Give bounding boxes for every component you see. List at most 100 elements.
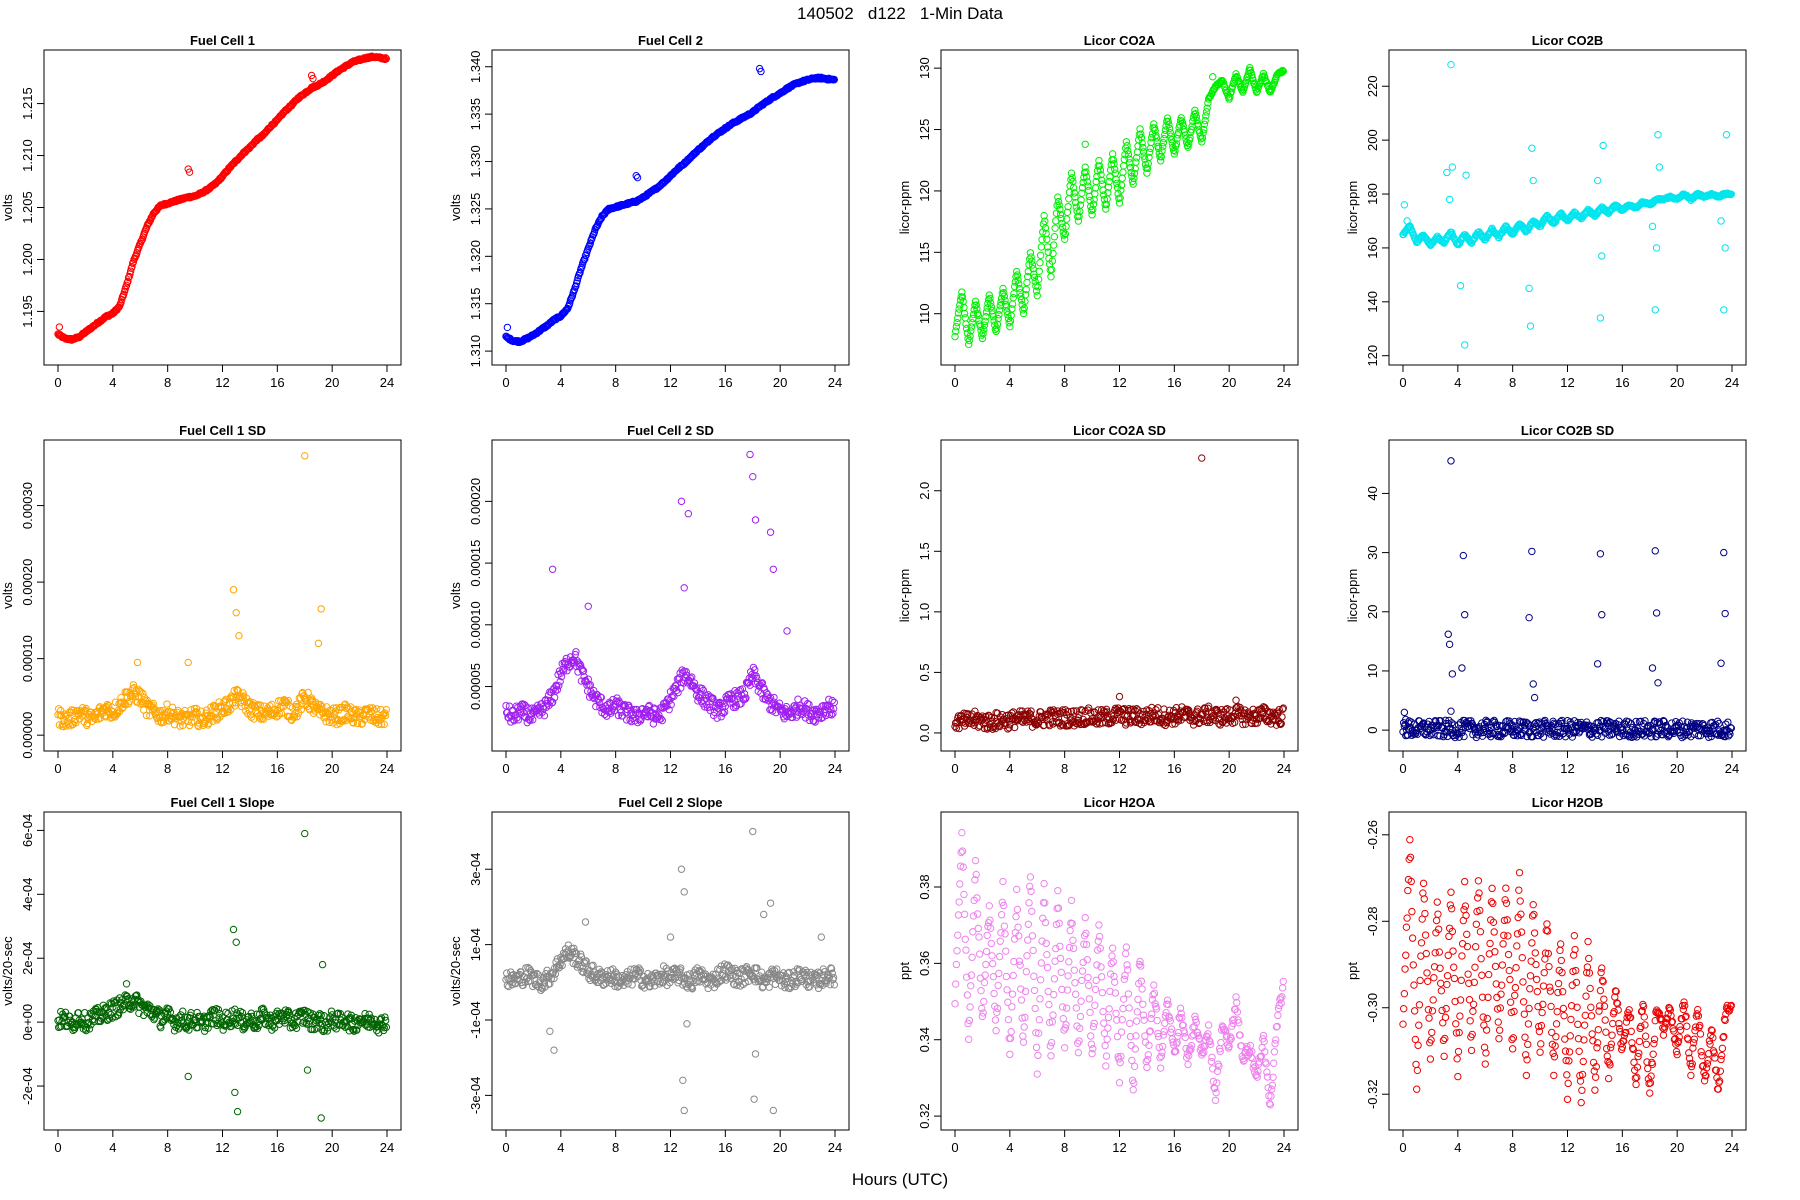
- data-point: [526, 716, 534, 725]
- data-point: [1120, 705, 1128, 713]
- data-point: [1132, 154, 1141, 162]
- data-point: [971, 297, 980, 305]
- x-tick-label: 0: [1399, 375, 1406, 390]
- data-point: [1092, 177, 1100, 186]
- y-tick-label: 30: [1365, 545, 1380, 559]
- data-point: [663, 702, 671, 710]
- data-point: [1047, 273, 1055, 281]
- x-tick-label: 20: [325, 375, 339, 390]
- data-point: [120, 290, 128, 299]
- data-series: [502, 450, 839, 728]
- x-tick-label: 8: [612, 375, 619, 390]
- data-point: [1202, 108, 1211, 116]
- data-point: [581, 255, 589, 263]
- data-point: [1468, 719, 1476, 728]
- data-point: [377, 720, 386, 729]
- data-point: [1082, 173, 1091, 181]
- outlier-point: [1648, 664, 1657, 672]
- data-series: [951, 454, 1288, 733]
- x-tick-label: 16: [270, 761, 284, 776]
- data-point: [672, 686, 681, 695]
- data-point: [120, 699, 129, 708]
- data-point: [366, 704, 374, 712]
- plot-title: Fuel Cell 1: [190, 33, 255, 48]
- x-tick-label: 0: [54, 375, 61, 390]
- x-tick-label: 16: [1615, 375, 1629, 390]
- data-point: [1278, 66, 1287, 75]
- data-point: [1038, 235, 1046, 244]
- y-tick-label: 0.00000: [20, 712, 35, 759]
- data-point: [117, 298, 125, 307]
- data-point: [993, 324, 1001, 332]
- outlier-point: [1460, 341, 1469, 349]
- outlier-point: [584, 602, 592, 611]
- outlier-point: [318, 960, 327, 969]
- x-tick-label: 4: [109, 761, 116, 776]
- data-point: [803, 699, 812, 708]
- y-tick-label: 6e-04: [20, 814, 35, 847]
- data-point: [1233, 72, 1241, 81]
- data-point: [582, 251, 590, 259]
- y-axis-label: volts: [448, 194, 463, 221]
- data-point: [986, 299, 995, 307]
- data-point: [1047, 265, 1056, 274]
- data-point: [1013, 271, 1022, 279]
- data-point: [1126, 719, 1135, 727]
- data-point: [1253, 719, 1261, 727]
- data-point: [1129, 180, 1137, 188]
- data-point: [1228, 82, 1237, 90]
- x-tick-label: 8: [1061, 375, 1068, 390]
- data-point: [1189, 721, 1198, 729]
- data-point: [580, 672, 588, 681]
- y-tick-label: 125: [917, 119, 932, 141]
- data-point: [961, 314, 969, 322]
- outlier-point: [1445, 195, 1454, 204]
- outlier-point: [1530, 693, 1539, 702]
- panel-fuel-cell-2: Fuel Cell 20 4 8 12 16 20 241.3101.3151.3201.3…: [448, 33, 850, 390]
- data-point: [586, 239, 595, 248]
- x-tick-label: 4: [109, 375, 116, 390]
- outlier-point: [314, 639, 323, 648]
- x-tick-label: 20: [1222, 761, 1236, 776]
- outlier-point: [122, 980, 131, 988]
- y-axis-label: volts: [448, 582, 463, 609]
- data-point: [740, 690, 749, 698]
- data-point: [1037, 243, 1046, 251]
- x-tick-label: 24: [1277, 761, 1291, 776]
- data-point: [1184, 143, 1192, 151]
- y-axis-label: licor-ppm: [897, 569, 912, 622]
- data-point: [1171, 147, 1179, 155]
- x-tick-label: 0: [1399, 761, 1406, 776]
- x-tick-label: 0: [951, 761, 958, 776]
- data-point: [1266, 709, 1274, 717]
- data-point: [1126, 163, 1135, 172]
- outlier-point: [1598, 611, 1606, 619]
- outlier-point: [1599, 141, 1607, 150]
- y-tick-label: 1.210: [20, 139, 35, 172]
- data-point: [631, 709, 640, 717]
- data-point: [1067, 169, 1076, 177]
- data-point: [1053, 710, 1061, 718]
- data-point: [113, 709, 122, 718]
- data-point: [958, 293, 967, 301]
- data-point: [1167, 135, 1176, 144]
- data-point: [738, 685, 747, 693]
- data-point: [193, 708, 201, 717]
- data-point: [954, 314, 962, 322]
- x-tick-label: 12: [663, 375, 677, 390]
- x-tick-label: 16: [270, 375, 284, 390]
- outlier-point: [769, 565, 778, 573]
- data-point: [1074, 714, 1083, 722]
- data-point: [980, 325, 988, 334]
- data-point: [1027, 707, 1035, 715]
- outlier-point: [1456, 281, 1465, 290]
- y-axis-label: licor-ppm: [1345, 569, 1360, 622]
- outlier-point: [1529, 176, 1537, 185]
- data-point: [741, 695, 749, 703]
- y-tick-label: 2.0: [917, 482, 932, 500]
- data-point: [1198, 134, 1207, 142]
- outlier-point: [1596, 314, 1605, 322]
- y-tick-label: 130: [917, 57, 932, 79]
- data-point: [1124, 147, 1132, 155]
